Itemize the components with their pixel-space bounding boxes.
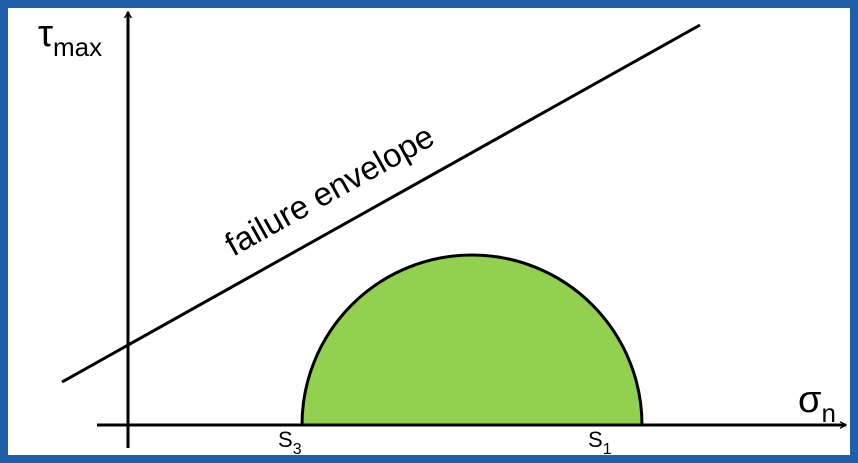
subscript: 1 <box>603 441 612 458</box>
symbol: τ <box>38 13 53 55</box>
x-axis-label: σn <box>798 379 836 428</box>
s3-label: S3 <box>278 427 302 458</box>
mohr-circle <box>300 253 644 427</box>
y-axis-label: τmax <box>38 13 102 62</box>
subscript: 3 <box>293 441 302 458</box>
subscript: n <box>821 398 835 428</box>
failure-envelope <box>61 23 701 384</box>
symbol: σ <box>798 379 821 421</box>
symbol: S <box>278 427 293 452</box>
s1-label: S1 <box>588 427 612 458</box>
subscript: max <box>53 32 102 62</box>
symbol: S <box>588 427 603 452</box>
